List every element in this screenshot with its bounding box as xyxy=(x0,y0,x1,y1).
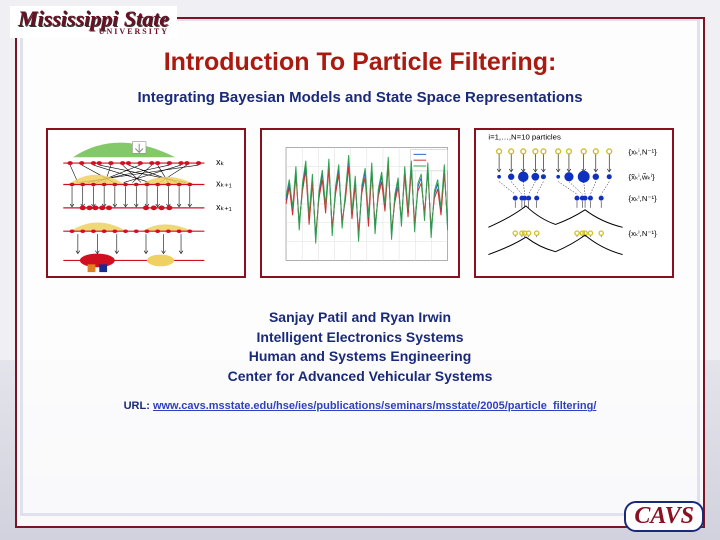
figure-state-trace-chart xyxy=(260,128,460,278)
svg-text:i=1,…,N=10 particles: i=1,…,N=10 particles xyxy=(488,133,561,142)
url-label: URL: xyxy=(124,400,153,412)
slide-content: Introduction To Particle Filtering: Inte… xyxy=(40,40,680,500)
author-block: Sanjay Patil and Ryan Irwin Intelligent … xyxy=(40,308,680,386)
cavs-logo: CAVS xyxy=(624,501,704,532)
author-line: Center for Advanced Vehicular Systems xyxy=(40,367,680,387)
author-line: Human and Systems Engineering xyxy=(40,347,680,367)
figure-row: xₖ xₖ₊₁ xₖ₊₁ i=1,…,N=10 particles {xₖⁱ,N⁻¹}… xyxy=(40,128,680,278)
figure-resampling-diagram: xₖ xₖ₊₁ xₖ₊₁ xyxy=(46,128,246,278)
svg-text:{xₖⁱ,N⁻¹}: {xₖⁱ,N⁻¹} xyxy=(629,147,658,156)
url-row: URL: www.cavs.msstate.edu/hse/ies/public… xyxy=(40,400,680,412)
svg-text:xₖ₊₁: xₖ₊₁ xyxy=(216,178,232,188)
svg-text:{xₖⁱ,N⁻¹}: {xₖⁱ,N⁻¹} xyxy=(629,229,658,238)
svg-text:{x̃ₖⁱ,w̃ₖⁱ}: {x̃ₖⁱ,w̃ₖⁱ} xyxy=(629,173,656,182)
author-line: Sanjay Patil and Ryan Irwin xyxy=(40,308,680,328)
author-line: Intelligent Electronics Systems xyxy=(40,328,680,348)
figure-particle-weights-diagram: i=1,…,N=10 particles {xₖⁱ,N⁻¹} {x̃ₖⁱ,w̃ₖⁱ}… xyxy=(474,128,674,278)
svg-text:xₖ: xₖ xyxy=(216,157,224,167)
slide-subtitle: Integrating Bayesian Models and State Sp… xyxy=(40,89,680,106)
slide-title: Introduction To Particle Filtering: xyxy=(40,48,680,77)
svg-text:{xₖⁱ,N⁻¹}: {xₖⁱ,N⁻¹} xyxy=(629,194,658,203)
msstate-logo: Mississippi State UNIVERSITY xyxy=(10,6,177,38)
url-link[interactable]: www.cavs.msstate.edu/hse/ies/publication… xyxy=(153,400,596,412)
svg-text:xₖ₊₁: xₖ₊₁ xyxy=(216,202,232,212)
